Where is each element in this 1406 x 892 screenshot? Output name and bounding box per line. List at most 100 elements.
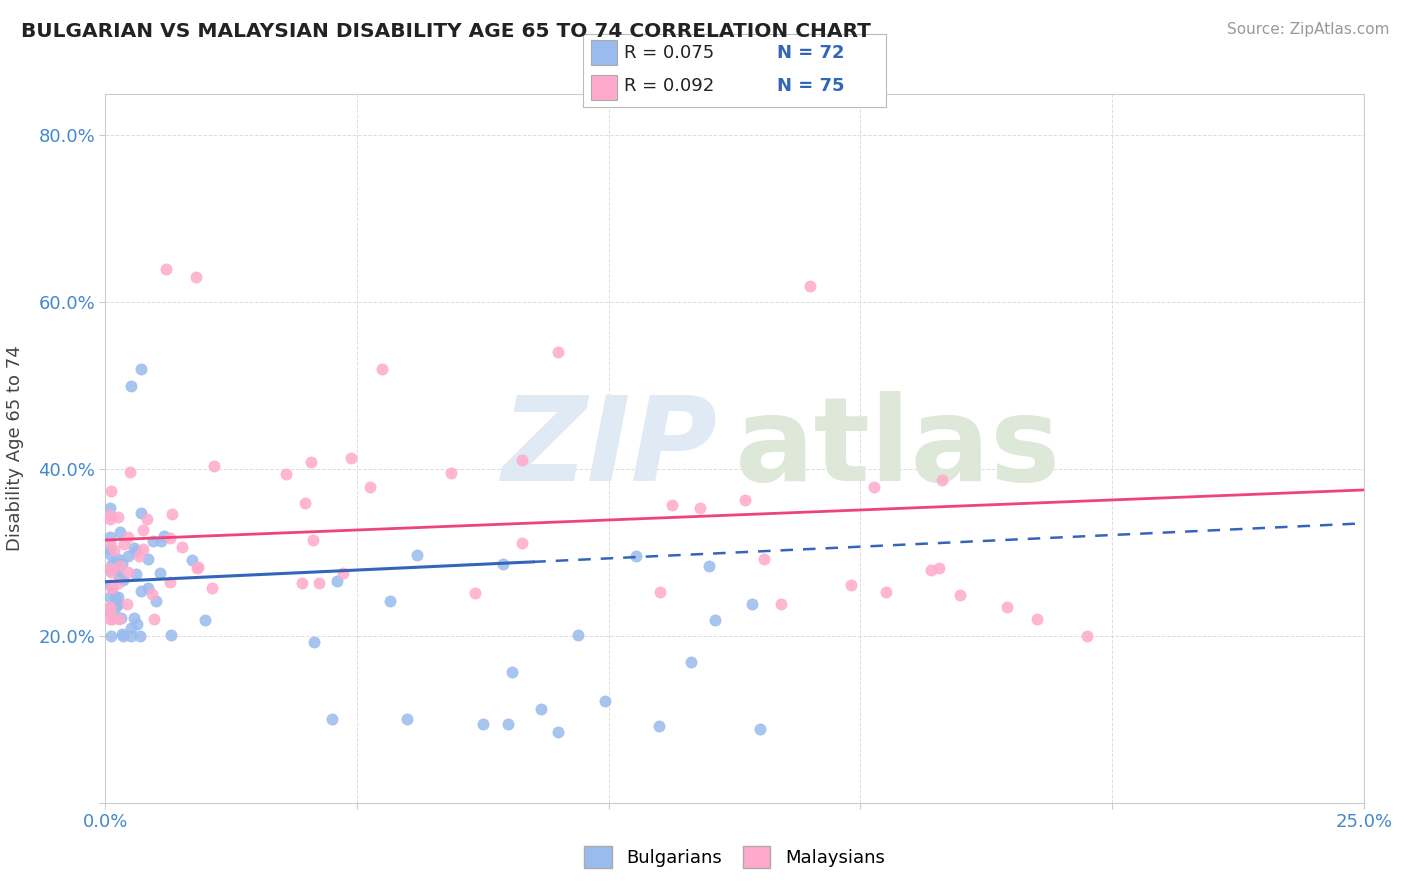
Point [201,581,224,595]
Point [129,584,152,599]
Text: N = 75: N = 75 [778,78,845,95]
Point [117,529,139,543]
Point [172,540,194,554]
Point [464,585,486,599]
Point [770,597,793,611]
Point [101,581,124,595]
Point [100,591,122,605]
Point [110,557,132,571]
Point [101,612,124,626]
Point [108,612,131,626]
Point [100,508,122,522]
Point [703,613,725,627]
Point [100,565,122,579]
Point [1076,629,1098,643]
Point [995,600,1018,615]
Point [125,567,148,582]
Point [799,278,821,293]
Point [1025,612,1047,626]
Point [661,499,683,513]
Point [118,465,141,479]
Point [122,611,145,625]
Point [396,712,419,726]
Bar [591,75,617,100]
Point [107,552,129,566]
Point [863,479,886,493]
Point [120,629,142,643]
Point [567,628,589,642]
Text: Source: ZipAtlas.com: Source: ZipAtlas.com [1226,22,1389,37]
Point [131,541,153,556]
Point [181,552,204,566]
Text: BULGARIAN VS MALAYSIAN DISABILITY AGE 65 TO 74 CORRELATION CHART: BULGARIAN VS MALAYSIAN DISABILITY AGE 65… [21,22,870,41]
Point [194,613,217,627]
Point [100,606,122,620]
Point [841,578,863,592]
Point [184,270,207,285]
Point [931,473,953,487]
Point [107,510,129,524]
Point [110,611,132,625]
Point [145,593,167,607]
Point [359,480,381,494]
Text: N = 72: N = 72 [778,44,845,62]
Bar [591,40,617,65]
Legend: Bulgarians, Malaysians: Bulgarians, Malaysians [578,838,891,875]
Text: R = 0.092: R = 0.092 [624,78,714,95]
Point [510,535,533,549]
Point [496,716,519,731]
Point [103,543,125,558]
Point [100,547,122,561]
Point [510,452,533,467]
Point [202,458,225,473]
Point [143,612,166,626]
Point [104,555,127,569]
Point [100,542,122,557]
Point [100,629,122,643]
Point [120,621,142,635]
Point [340,450,363,465]
Point [153,529,176,543]
Point [697,559,720,574]
Point [186,561,208,575]
Point [100,612,122,626]
Point [101,580,124,594]
Point [125,544,148,558]
Point [371,362,394,376]
Point [648,719,671,733]
Point [159,575,181,590]
Point [125,617,148,632]
Point [100,599,122,614]
Y-axis label: Disability Age 65 to 74: Disability Age 65 to 74 [6,345,24,551]
Point [440,466,463,480]
Point [875,585,897,599]
Point [648,584,671,599]
Point [107,575,129,590]
Point [117,566,139,580]
Point [129,362,152,376]
Point [108,558,131,573]
Point [332,566,354,580]
Point [159,531,181,545]
Point [105,563,128,577]
Point [100,601,122,615]
Point [681,656,703,670]
Point [187,560,209,574]
Point [105,597,128,611]
Point [100,530,122,544]
Point [128,629,150,643]
Point [100,500,122,515]
Point [734,493,756,508]
Point [104,601,127,615]
Point [117,549,139,563]
Point [752,552,775,566]
Point [128,549,150,563]
Point [380,593,402,607]
Point [308,575,330,590]
Point [920,563,942,577]
Point [547,724,569,739]
Point [326,574,349,588]
Point [294,496,316,510]
Point [471,716,495,731]
Point [155,261,177,276]
